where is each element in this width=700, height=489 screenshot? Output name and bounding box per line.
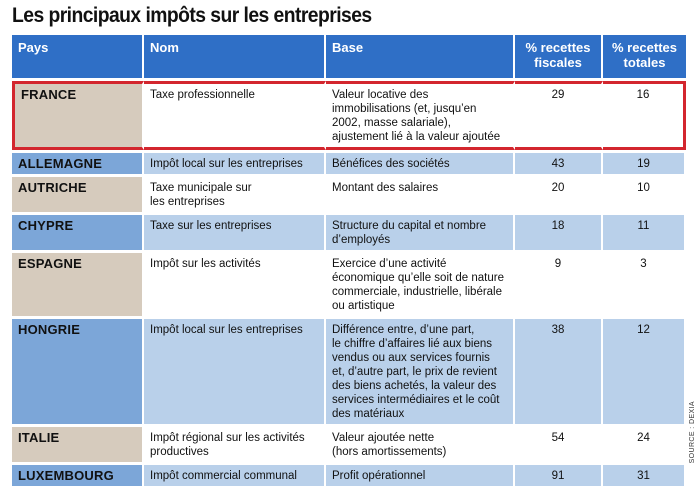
cell-base: Différence entre, d’une part, le chiffre… [326, 319, 515, 424]
cell-totales: 10 [603, 177, 686, 212]
header-row: Pays Nom Base % recettes fiscales % rece… [12, 35, 686, 78]
cell-base: Structure du capital et nombre d’employé… [326, 215, 515, 250]
cell-totales: 24 [603, 427, 686, 462]
cell-pays: ALLEMAGNE [12, 153, 144, 174]
table-row: ITALIE Impôt régional sur les activités … [12, 427, 686, 462]
cell-pays: ITALIE [12, 427, 144, 462]
cell-fiscales: 54 [515, 427, 603, 462]
cell-base: Montant des salaires [326, 177, 515, 212]
header-pays: Pays [12, 35, 144, 78]
table-row: ESPAGNE Impôt sur les activités Exercice… [12, 253, 686, 316]
cell-totales: 16 [603, 81, 686, 150]
page-title: Les principaux impôts sur les entreprise… [12, 4, 372, 27]
cell-pays: CHYPRE [12, 215, 144, 250]
source-credit: SOURCE : DEXIA [689, 400, 696, 463]
cell-base: Profit opérationnel [326, 465, 515, 486]
cell-pays: HONGRIE [12, 319, 144, 424]
cell-nom: Impôt local sur les entreprises [144, 319, 326, 424]
table-row: HONGRIE Impôt local sur les entreprises … [12, 319, 686, 424]
table-row: FRANCE Taxe professionnelle Valeur locat… [12, 81, 686, 150]
cell-totales: 11 [603, 215, 686, 250]
tax-table: Pays Nom Base % recettes fiscales % rece… [12, 32, 686, 489]
header-recettes-fiscales: % recettes fiscales [515, 35, 603, 78]
cell-fiscales: 43 [515, 153, 603, 174]
cell-nom: Taxe professionnelle [144, 81, 326, 150]
cell-base: Bénéfices des sociétés [326, 153, 515, 174]
cell-pays: LUXEMBOURG [12, 465, 144, 486]
cell-nom: Impôt commercial communal [144, 465, 326, 486]
header-recettes-totales: % recettes totales [603, 35, 686, 78]
cell-fiscales: 38 [515, 319, 603, 424]
header-nom: Nom [144, 35, 326, 78]
cell-nom: Taxe municipale sur les entreprises [144, 177, 326, 212]
table-row: LUXEMBOURG Impôt commercial communal Pro… [12, 465, 686, 486]
cell-base: Valeur ajoutée nette (hors amortissement… [326, 427, 515, 462]
header-base: Base [326, 35, 515, 78]
cell-fiscales: 9 [515, 253, 603, 316]
table-row: CHYPRE Taxe sur les entreprises Structur… [12, 215, 686, 250]
cell-totales: 31 [603, 465, 686, 486]
cell-totales: 3 [603, 253, 686, 316]
cell-pays: ESPAGNE [12, 253, 144, 316]
cell-fiscales: 20 [515, 177, 603, 212]
cell-pays: AUTRICHE [12, 177, 144, 212]
cell-totales: 12 [603, 319, 686, 424]
table-row: ALLEMAGNE Impôt local sur les entreprise… [12, 153, 686, 174]
cell-nom: Impôt régional sur les activités product… [144, 427, 326, 462]
cell-base: Exercice d’une activité économique qu’el… [326, 253, 515, 316]
cell-pays: FRANCE [12, 81, 144, 150]
cell-fiscales: 29 [515, 81, 603, 150]
cell-nom: Impôt local sur les entreprises [144, 153, 326, 174]
table-row: AUTRICHE Taxe municipale sur les entrepr… [12, 177, 686, 212]
cell-fiscales: 91 [515, 465, 603, 486]
cell-totales: 19 [603, 153, 686, 174]
cell-base: Valeur locative des immobilisations (et,… [326, 81, 515, 150]
cell-nom: Taxe sur les entreprises [144, 215, 326, 250]
cell-fiscales: 18 [515, 215, 603, 250]
cell-nom: Impôt sur les activités [144, 253, 326, 316]
